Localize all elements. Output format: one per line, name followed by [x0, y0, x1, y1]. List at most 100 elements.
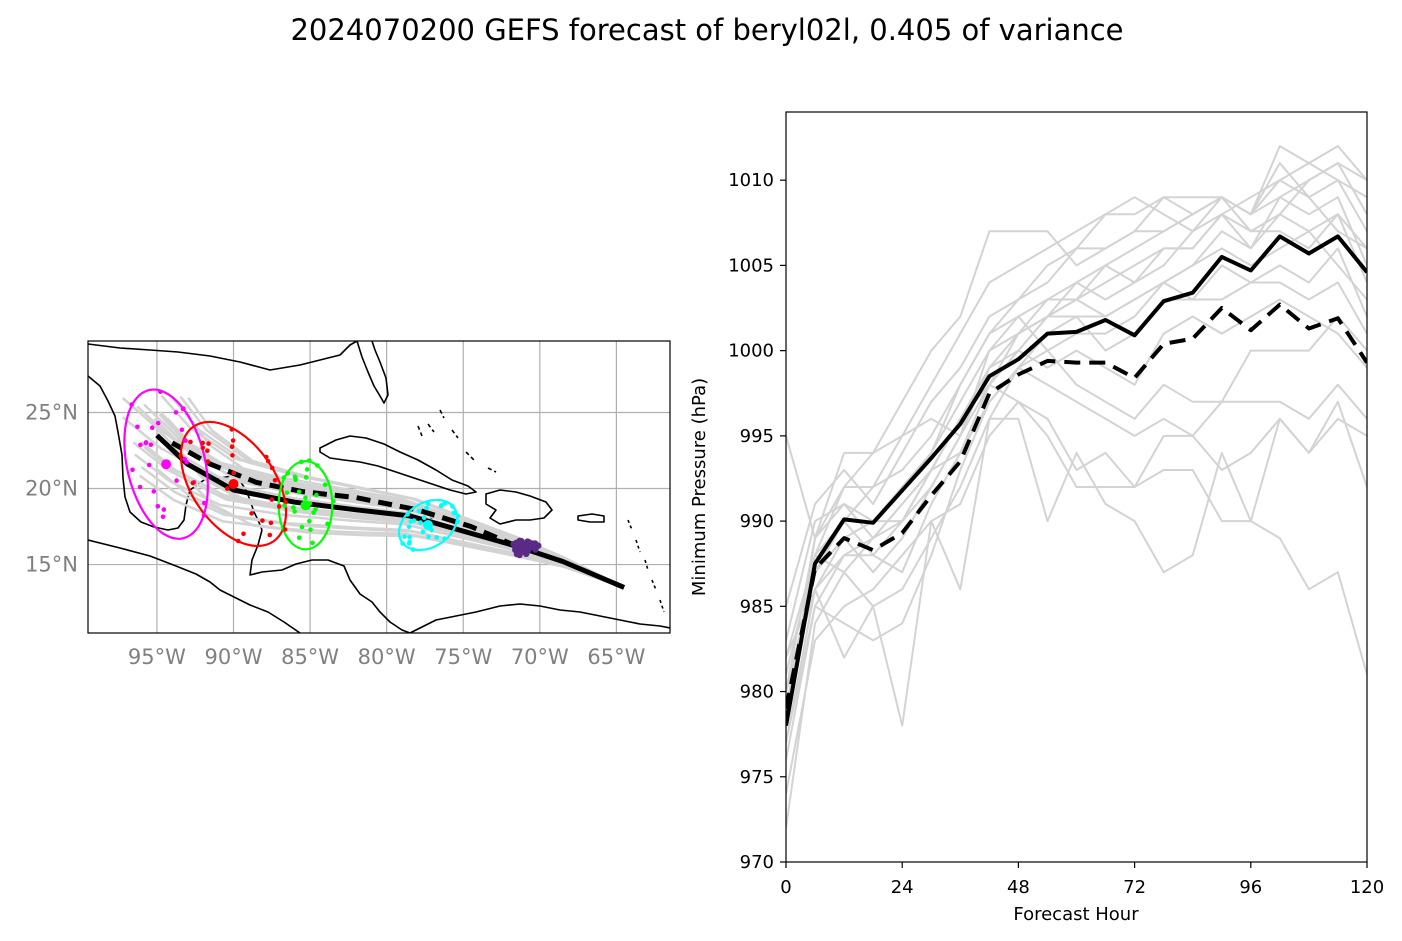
member-dot — [160, 514, 166, 520]
ellipse-center-dot — [300, 500, 311, 511]
member-dot — [202, 500, 207, 506]
y-tick-label: 990 — [740, 511, 774, 532]
member-dot — [293, 477, 298, 483]
member-dot — [241, 531, 246, 537]
member-dot — [304, 467, 310, 472]
y-tick-label: 980 — [740, 682, 774, 703]
member-dot — [512, 540, 520, 547]
member-dot — [530, 541, 537, 549]
member-dot — [130, 467, 135, 473]
member-dot — [181, 406, 186, 411]
member-pressure-line — [786, 162, 1367, 692]
member-dot — [298, 459, 304, 465]
x-tick-label: 96 — [1239, 877, 1262, 898]
member-dot — [184, 459, 189, 465]
y-tick-label: 975 — [740, 767, 774, 788]
member-dot — [515, 550, 522, 557]
member-dot — [405, 512, 410, 517]
member-pressure-line — [786, 213, 1367, 692]
member-dot — [296, 535, 302, 540]
member-track — [140, 465, 625, 589]
member-dot — [129, 402, 134, 407]
member-dot — [229, 427, 235, 432]
member-dot — [276, 504, 282, 509]
member-dot — [230, 438, 236, 443]
x-tick-label: 48 — [1007, 877, 1030, 898]
member-dot — [285, 471, 291, 476]
member-dot — [268, 520, 274, 526]
member-dot — [311, 510, 316, 515]
map-background — [88, 341, 670, 633]
figure-title: 2024070200 GEFS forecast of beryl02l, 0.… — [290, 13, 1123, 47]
member-dot — [190, 480, 196, 486]
member-dot — [231, 470, 237, 476]
member-dot — [434, 535, 440, 540]
member-dot — [451, 510, 457, 516]
member-dot — [272, 478, 278, 483]
member-dot — [296, 489, 302, 495]
member-dot — [292, 509, 298, 514]
member-dot — [325, 521, 330, 527]
member-dot — [178, 453, 183, 459]
member-dot — [410, 547, 416, 552]
member-dot — [205, 448, 210, 454]
member-dot — [148, 442, 154, 448]
member-dot — [205, 459, 211, 464]
member-dot — [303, 475, 309, 480]
member-dot — [455, 519, 461, 525]
mean-pressure-dashed — [786, 302, 1367, 710]
x-tick-label: 120 — [1350, 877, 1384, 898]
member-pressure-line — [786, 213, 1367, 641]
mean-track-dashed — [170, 440, 518, 549]
x-tick-label: 24 — [891, 877, 914, 898]
member-dot — [421, 515, 427, 521]
member-dot — [313, 506, 318, 512]
ellipse-center-dot — [423, 520, 434, 531]
member-dot — [418, 520, 423, 525]
member-dot — [322, 482, 328, 488]
member-dot — [201, 513, 207, 518]
member-position-dots — [129, 389, 542, 559]
member-dot — [260, 518, 265, 523]
track-map-panel: 95°W 90°W 85°W 80°W 75°W 70°W 65°W 25°N 20°N 15°N — [25, 340, 671, 669]
member-dot — [424, 505, 429, 511]
member-dot — [161, 507, 167, 512]
member-dot — [229, 444, 235, 450]
member-pressure-line — [786, 366, 1367, 743]
member-dot — [200, 440, 205, 446]
member-dot — [306, 518, 312, 524]
y-tick-label: 970 — [740, 852, 774, 873]
y-tick-label: 985 — [740, 596, 774, 617]
spread-ellipse — [123, 388, 209, 540]
member-pressure-line — [786, 145, 1367, 658]
member-dot — [137, 484, 143, 490]
lon-tick-label: 70°W — [511, 645, 569, 669]
member-dot — [291, 505, 296, 510]
member-dot — [455, 513, 461, 519]
mean-pressure-solid — [786, 234, 1367, 726]
member-dot — [224, 486, 230, 491]
member-dot — [331, 498, 336, 504]
member-dot — [310, 540, 315, 546]
member-dot — [179, 427, 185, 433]
member-dot — [155, 420, 161, 426]
lon-tick-label: 65°W — [587, 645, 645, 669]
member-dot — [416, 509, 422, 514]
member-dot — [402, 534, 407, 539]
member-pressure-line — [786, 179, 1367, 829]
member-pressure-line — [786, 315, 1367, 709]
member-dot — [299, 524, 305, 530]
member-dot — [174, 478, 179, 483]
member-dot — [267, 532, 273, 538]
y-tick-label: 1000 — [728, 341, 774, 362]
member-dot — [146, 462, 152, 468]
member-dot — [306, 458, 312, 463]
member-dot — [188, 439, 193, 445]
member-dot — [158, 389, 163, 395]
lat-tick-label: 20°N — [25, 477, 78, 501]
member-dot — [200, 445, 206, 451]
member-dot — [235, 538, 241, 544]
member-dot — [155, 504, 161, 509]
lon-tick-label: 95°W — [128, 645, 186, 669]
